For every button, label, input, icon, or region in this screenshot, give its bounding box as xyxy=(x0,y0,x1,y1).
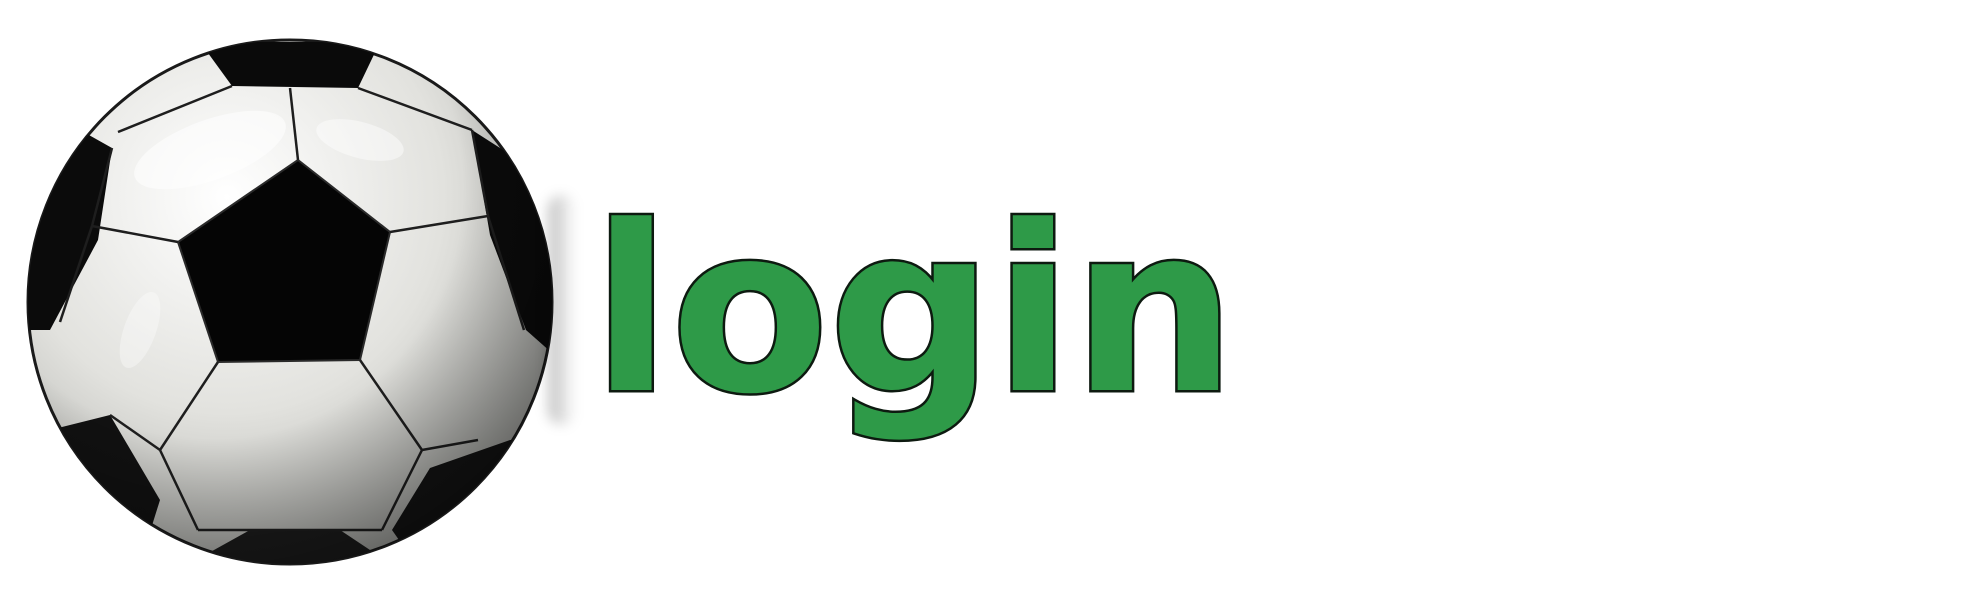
soccer-ball-icon xyxy=(20,30,560,570)
login-link[interactable]: login xyxy=(588,176,1239,448)
login-label[interactable]: login xyxy=(590,176,1239,448)
ball-shadow xyxy=(548,195,576,425)
